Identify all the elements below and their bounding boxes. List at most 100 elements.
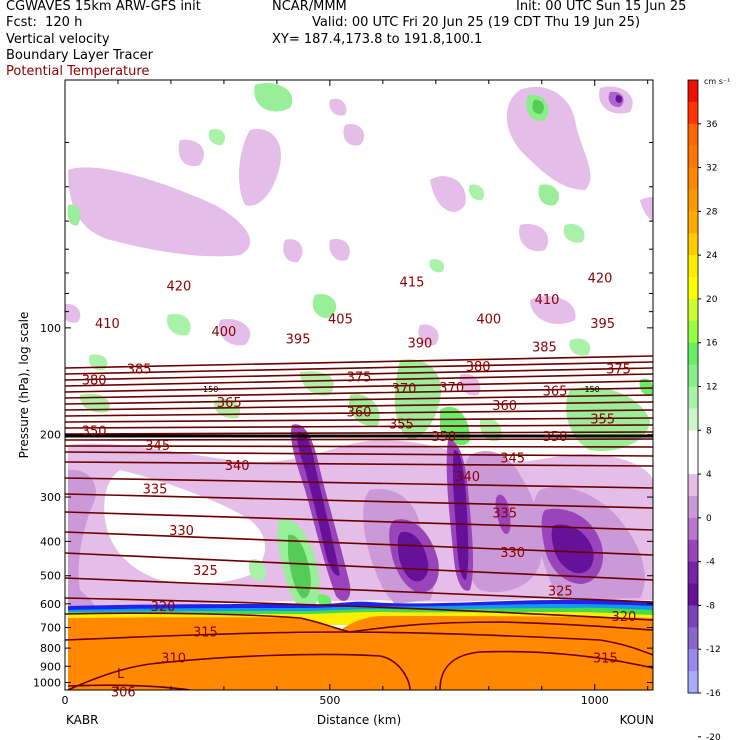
theta-label: 320: [151, 600, 176, 615]
positive-velocity-region: [208, 129, 226, 146]
positive-velocity-region: [67, 204, 81, 226]
colorbar-swatch: [688, 452, 698, 475]
theta-label: 355: [389, 417, 414, 432]
strong-downdraft: [297, 431, 340, 576]
negative-velocity-region: [519, 224, 549, 252]
theta-label: 380: [82, 374, 107, 389]
header-field-theta: Potential Temperature: [6, 64, 150, 79]
theta-label: 405: [328, 312, 353, 327]
theta-label: 385: [532, 341, 557, 356]
positive-velocity-region: [288, 534, 311, 599]
theta-label: 380: [466, 360, 491, 375]
tropopause-mark: 150: [203, 385, 218, 394]
theta-label: 395: [590, 317, 615, 332]
colorbar-swatch: [688, 605, 698, 628]
theta-label: 390: [408, 337, 433, 352]
potential-temperature-contours: [65, 355, 653, 690]
theta-label: 340: [225, 459, 250, 474]
theta-label: 375: [347, 370, 372, 385]
colorbar-swatch: [688, 364, 698, 387]
theta-label: 415: [400, 275, 425, 290]
x-tick-label: 1000: [581, 694, 609, 707]
tropopause-mark: 150: [584, 385, 599, 394]
theta-contour: [65, 597, 653, 621]
theta-label: 315: [193, 625, 218, 640]
theta-contour: [65, 461, 653, 467]
theta-contour: [65, 477, 653, 489]
theta-label: 345: [145, 439, 170, 454]
colorbar-swatch: [688, 561, 698, 584]
positive-velocity-region: [468, 184, 485, 201]
negative-velocity-region: [178, 139, 204, 167]
negative-velocity-region: [640, 196, 653, 222]
theta-label: 395: [286, 332, 311, 347]
colorbar-swatch: [688, 627, 698, 650]
header-init: Init: 00 UTC Sun 15 Jun 25: [516, 0, 687, 14]
colorbar-label: 0: [706, 514, 712, 524]
theta-contour: [65, 355, 653, 369]
y-tick-label: 200: [40, 429, 61, 442]
theta-label: 320: [611, 610, 636, 625]
header-field-boundary-layer: Boundary Layer Tracer: [6, 48, 153, 63]
colorbar-label: -20: [706, 733, 721, 740]
positive-velocity-region: [563, 223, 585, 243]
colorbar-swatch: [688, 80, 698, 103]
negative-velocity-region: [68, 167, 251, 257]
theta-label: 310: [161, 651, 186, 666]
colorbar-swatch: [688, 474, 698, 497]
colorbar-swatch: [688, 298, 698, 322]
colorbar-swatch: [688, 277, 698, 300]
colorbar-swatch: [688, 671, 698, 694]
theta-contour: [65, 531, 653, 556]
plot-frame: [64, 79, 654, 691]
theta-label: 325: [548, 584, 573, 599]
colorbar-label: 4: [706, 470, 712, 480]
theta-label: 330: [500, 546, 525, 561]
colorbar-swatch: [688, 101, 698, 125]
theta-label: 340: [455, 470, 480, 485]
positive-velocity-region: [349, 394, 380, 426]
theta-label: 360: [347, 405, 372, 420]
x-axis-label: Distance (km): [317, 713, 401, 727]
colorbar-swatch: [688, 255, 698, 278]
positive-velocity-region: [569, 338, 591, 356]
theta-contour: [65, 394, 653, 405]
header-org: NCAR/MMM: [272, 0, 347, 14]
colorbar-swatch: [688, 430, 698, 453]
theta-contour: [67, 684, 191, 690]
positive-velocity-region: [214, 398, 241, 419]
negative-velocity-region: [68, 469, 96, 610]
positive-velocity-region: [312, 294, 337, 319]
theta-label: 400: [212, 325, 237, 340]
positive-velocity-region: [532, 99, 544, 115]
y-tick-label: 400: [40, 535, 61, 548]
theta-contour: [67, 653, 411, 690]
theta-label: 350: [431, 430, 456, 445]
negative-velocity-region: [104, 470, 265, 584]
right-endpoint-label: KOUN: [620, 713, 654, 727]
positive-velocity-region: [254, 82, 293, 112]
negative-velocity-region: [218, 319, 251, 346]
theta-label: 400: [476, 312, 501, 327]
header-fcst: Fcst: 120 h: [6, 15, 83, 30]
theta-label: 420: [166, 280, 191, 295]
header-valid: Valid: 00 UTC Fri 20 Jun 25 (19 CDT Thu …: [312, 15, 641, 30]
header-model: CGWAVES 15km ARW-GFS init: [6, 0, 201, 14]
colorbar-label: 28: [706, 207, 718, 217]
theta-label: 365: [543, 384, 568, 399]
theta-contour: [65, 431, 653, 435]
colorbar-swatch: [688, 342, 698, 366]
theta-label: 330: [169, 524, 194, 539]
negative-velocity-region: [283, 239, 303, 263]
colorbar: cm s⁻¹ 36 32 28 24 20 16 12 8 4 0 -4 -8 -12 -16 -20: [687, 77, 730, 740]
theta-contour: [65, 387, 653, 399]
theta-label: 350: [82, 425, 107, 440]
theta-contour: [65, 445, 653, 448]
colorbar-unit: cm s⁻¹: [704, 77, 730, 86]
colorbar-label: 32: [706, 164, 717, 174]
y-axis-label: Pressure (hPa), log scale: [17, 312, 31, 459]
theta-contour: [65, 631, 653, 656]
